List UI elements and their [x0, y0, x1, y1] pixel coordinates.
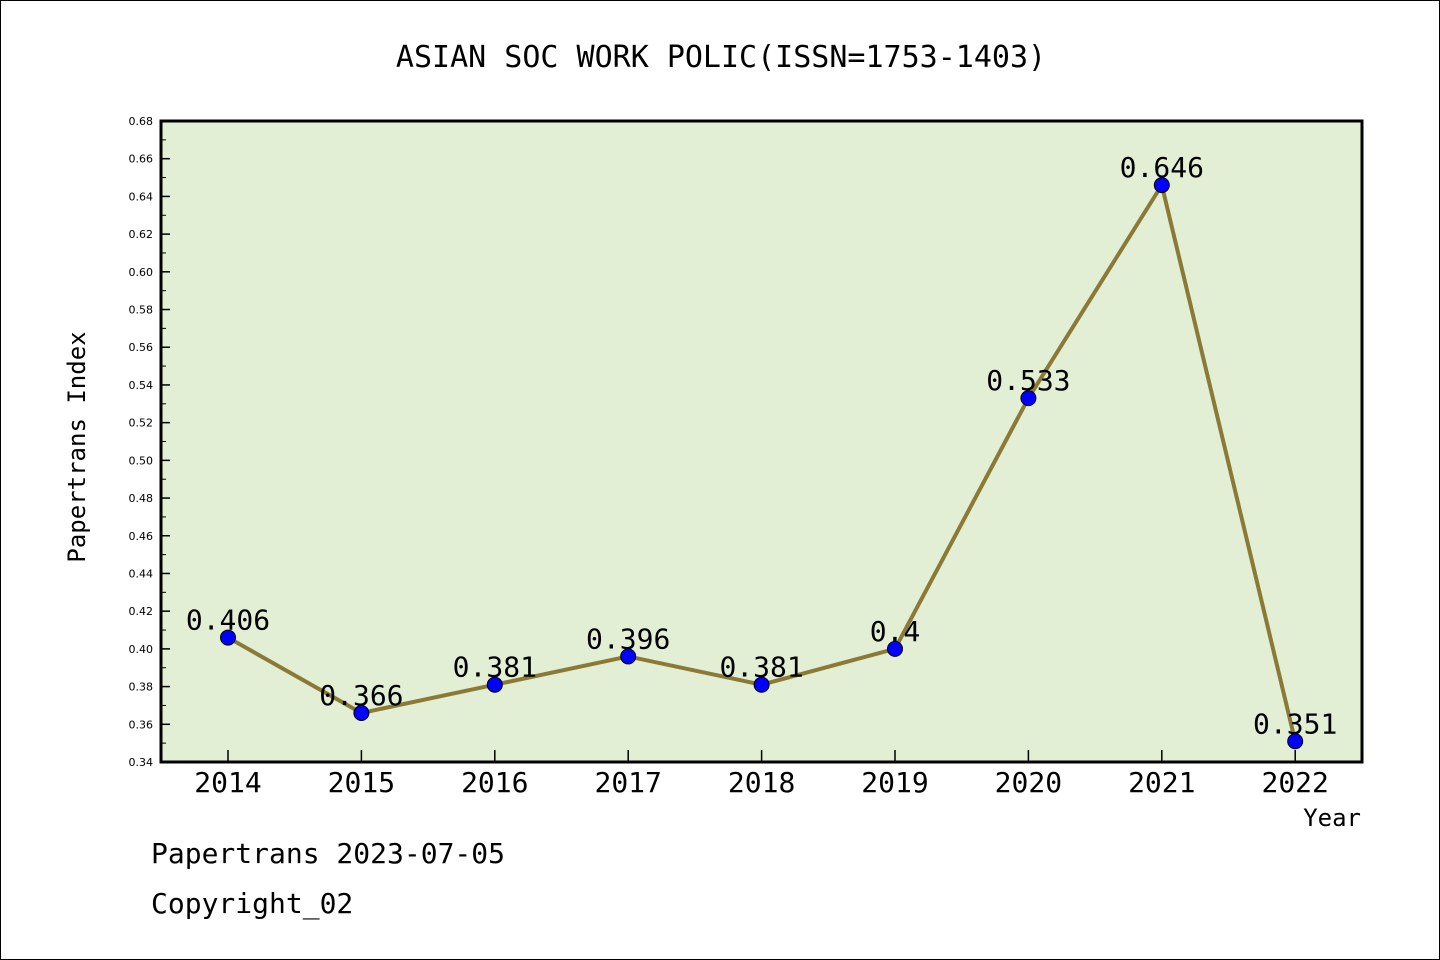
data-point-2018 — [753, 676, 770, 693]
y-tick-label: 0.36 — [129, 718, 154, 731]
y-tick-label: 0.46 — [129, 530, 154, 543]
series-papertrans-index: 0.406 0.366 0.381 0.396 0.381 0.4 0.533 0.646 0.… — [186, 151, 1337, 750]
x-tick-label: 2014 — [194, 766, 261, 799]
y-axis-label: Papertrans Index — [63, 331, 91, 562]
footer-copyright: Copyright_02 — [151, 887, 354, 920]
x-tick-label: 2019 — [861, 766, 928, 799]
data-label-2016: 0.381 — [453, 651, 537, 684]
x-tick-label: 2016 — [461, 766, 528, 799]
x-tick-label: 2015 — [328, 766, 395, 799]
data-label-2017: 0.396 — [586, 622, 670, 655]
y-tick-label: 0.50 — [129, 454, 154, 467]
x-tick-label: 2022 — [1261, 766, 1328, 799]
data-point-2014 — [220, 629, 236, 646]
data-label-2020: 0.533 — [986, 364, 1070, 397]
data-label-2019: 0.4 — [870, 615, 921, 648]
y-tick-label: 0.68 — [129, 115, 154, 128]
y-tick-label: 0.66 — [129, 153, 154, 166]
y-axis: 0.34 0.36 0.38 0.40 0.42 0.44 0.46 0.48 0.50 0.52… — [129, 115, 170, 769]
data-label-2022: 0.351 — [1253, 707, 1337, 740]
y-tick-label: 0.54 — [129, 379, 154, 392]
plot-area — [159, 119, 1364, 764]
x-tick-label: 2017 — [594, 766, 661, 799]
data-label-2014: 0.406 — [186, 604, 270, 637]
x-axis-label: Year — [1303, 804, 1361, 832]
y-tick-label: 0.56 — [129, 341, 154, 354]
y-tick-label: 0.34 — [129, 756, 154, 769]
y-tick-label: 0.64 — [129, 190, 154, 203]
y-tick-label: 0.42 — [129, 605, 154, 618]
y-tick-label: 0.60 — [129, 266, 154, 279]
y-tick-label: 0.52 — [129, 417, 154, 430]
chart-title: ASIAN SOC WORK POLIC(ISSN=1753-1403) — [396, 40, 1046, 75]
y-tick-label: 0.44 — [129, 567, 154, 580]
data-label-2015: 0.366 — [319, 679, 403, 712]
x-tick-label: 2020 — [995, 766, 1062, 799]
data-point-2017 — [620, 648, 637, 665]
data-point-2015 — [353, 704, 370, 721]
x-axis: 2014 2015 2016 2017 2018 2019 2020 2021 2022 — [194, 750, 1329, 799]
y-tick-label: 0.62 — [129, 228, 154, 241]
x-tick-label: 2021 — [1128, 766, 1195, 799]
x-tick-label: 2018 — [728, 766, 795, 799]
y-tick-label: 0.48 — [129, 492, 154, 505]
data-point-2022 — [1287, 733, 1304, 750]
data-label-2021: 0.646 — [1120, 151, 1204, 184]
data-point-2019 — [887, 640, 903, 657]
data-label-2018: 0.381 — [719, 651, 803, 684]
data-point-2020 — [1020, 390, 1037, 407]
data-point-2016 — [486, 676, 503, 693]
y-tick-label: 0.38 — [129, 681, 154, 694]
footer-date-line: Papertrans 2023-07-05 — [151, 837, 506, 870]
data-point-2021 — [1153, 177, 1170, 194]
y-tick-label: 0.40 — [129, 643, 154, 656]
y-tick-label: 0.58 — [129, 304, 154, 317]
